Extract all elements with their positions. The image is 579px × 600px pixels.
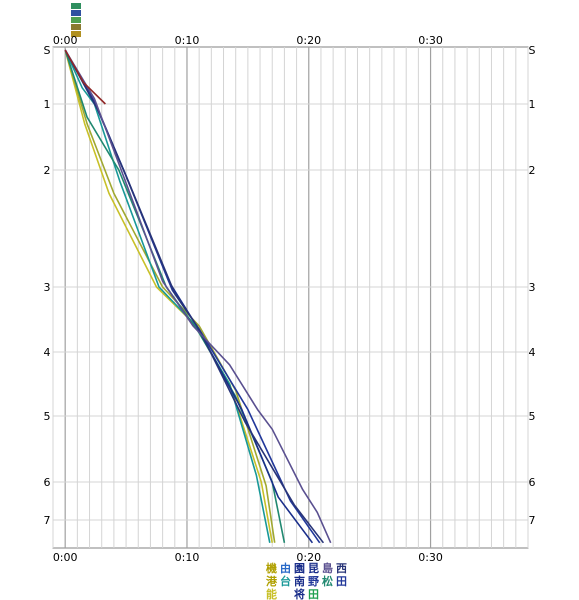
y-station-label-left: 4 — [44, 346, 51, 359]
y-station-label-right: 5 — [529, 410, 536, 423]
legend-glyph: 島 — [322, 561, 333, 575]
top-color-swatch — [71, 17, 81, 23]
legend-glyph: 野 — [308, 575, 319, 588]
x-tick-label-top: 0:00 — [53, 34, 78, 47]
y-station-label-left: 7 — [44, 514, 51, 527]
legend-glyph: 田 — [308, 588, 319, 600]
train-line — [64, 49, 276, 543]
train-line — [64, 49, 273, 543]
top-color-swatch — [71, 3, 81, 9]
axis-labels: 0:00 0:00 0:10 0:10 0:20 0:20 0:30 0:30 S S 1 1 2 2 3 3… — [44, 34, 536, 564]
legend-glyph: 田 — [336, 575, 347, 588]
chart-grid — [52, 46, 529, 549]
legend-glyph: 西 — [336, 562, 347, 575]
chart-series-group — [64, 49, 332, 544]
x-tick-label-bottom: 0:10 — [175, 551, 200, 564]
y-station-label-left: 6 — [44, 476, 51, 489]
x-tick-label-top: 0:20 — [296, 34, 321, 47]
x-tick-label-bottom: 0:30 — [418, 551, 443, 564]
plot-frame — [52, 46, 529, 549]
y-station-label-right: S — [529, 44, 536, 57]
legend-glyph: 能 — [266, 587, 277, 600]
y-station-label-right: 4 — [529, 346, 536, 359]
y-station-label-right: 1 — [529, 98, 536, 111]
legend-glyph: 南 — [294, 574, 305, 588]
y-station-label-left: 5 — [44, 410, 51, 423]
y-station-label-left: 1 — [44, 98, 51, 111]
x-tick-label-bottom: 0:20 — [296, 551, 321, 564]
top-color-swatch — [71, 10, 81, 16]
x-tick-label-bottom: 0:00 — [53, 551, 78, 564]
train-line — [64, 49, 271, 543]
x-tick-label-top: 0:10 — [175, 34, 200, 47]
y-station-label-left: S — [44, 44, 51, 57]
train-line — [64, 49, 106, 105]
x-tick-label-top: 0:30 — [418, 34, 443, 47]
legend-glyph: 由 — [280, 561, 291, 575]
legend-glyph: 園 — [294, 562, 305, 575]
legend-glyph: 港 — [266, 574, 278, 588]
y-station-label-right: 7 — [529, 514, 536, 527]
y-station-label-left: 3 — [44, 281, 51, 294]
legend-glyph: 将 — [294, 587, 305, 600]
y-station-label-left: 2 — [44, 164, 51, 177]
legend-glyph: 台 — [280, 574, 291, 588]
y-station-label-right: 6 — [529, 476, 536, 489]
top-color-swatch — [71, 31, 81, 37]
top-color-swatch — [71, 24, 81, 30]
legend-glyph: 機 — [266, 561, 277, 575]
legend-glyph: 松 — [322, 574, 333, 588]
train-line — [64, 49, 332, 544]
chart-legend: 機由園昆島西港台南野松田能将田 — [266, 561, 347, 600]
legend-glyph: 昆 — [308, 562, 319, 575]
y-station-label-right: 3 — [529, 281, 536, 294]
top-color-legend — [71, 3, 81, 38]
y-station-label-right: 2 — [529, 164, 536, 177]
